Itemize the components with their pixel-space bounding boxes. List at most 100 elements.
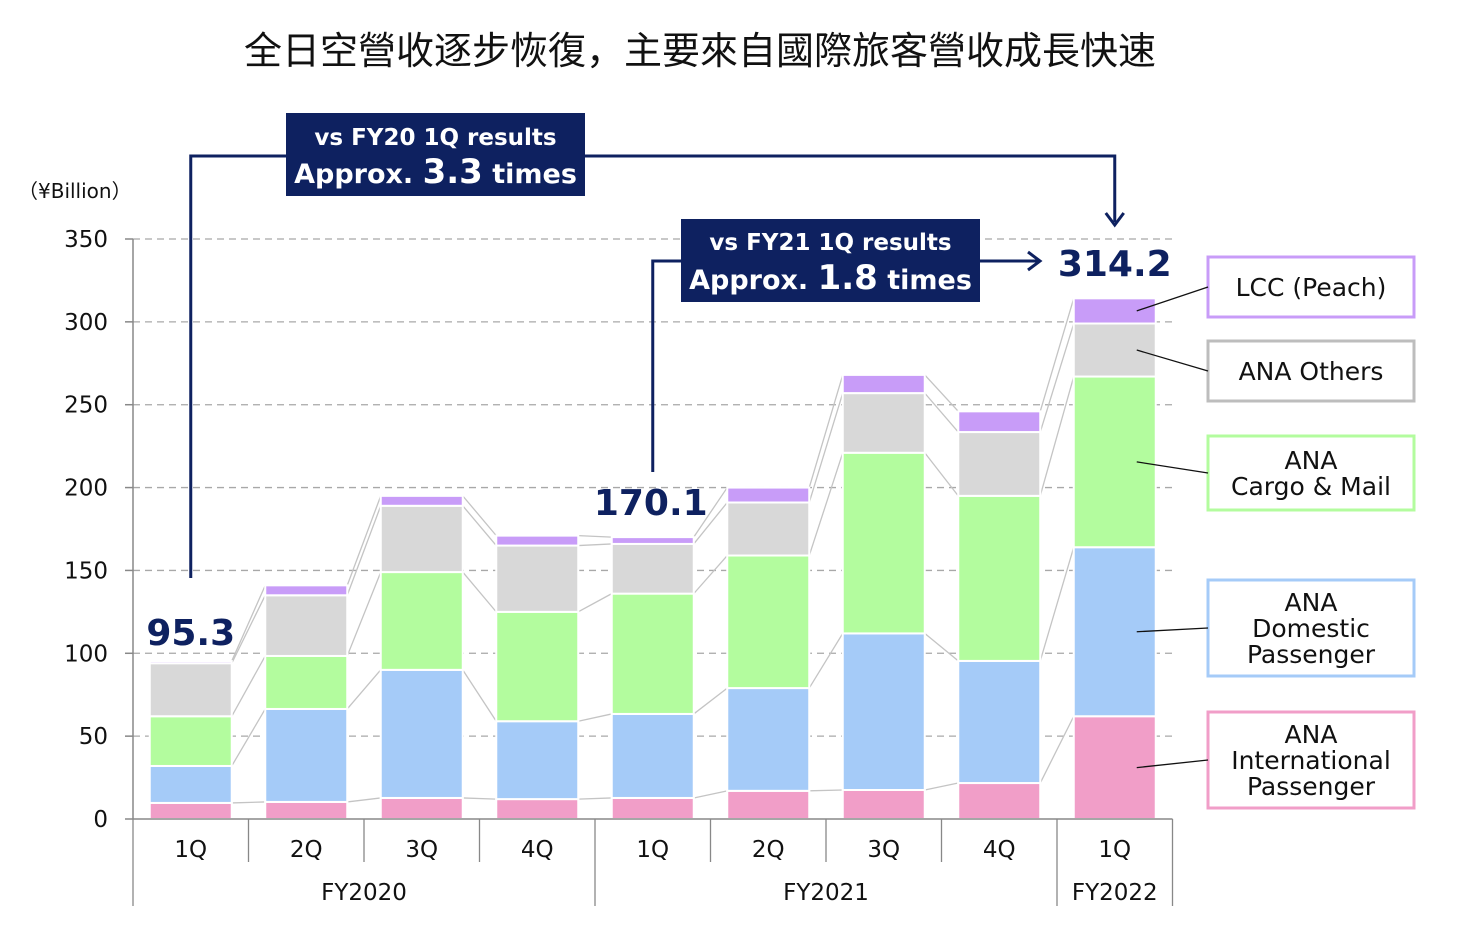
legend-box bbox=[1206, 710, 1416, 810]
connector-line bbox=[577, 593, 613, 613]
bar-segment-ana-others bbox=[148, 662, 233, 718]
y-tick-label: 150 bbox=[64, 558, 108, 584]
legend-label: Passenger bbox=[1247, 640, 1376, 669]
x-tick-label: 2Q bbox=[752, 837, 785, 863]
legend-label: LCC (Peach) bbox=[1236, 273, 1387, 302]
legend-label: Cargo & Mail bbox=[1231, 472, 1391, 501]
x-tick-label: 4Q bbox=[983, 837, 1016, 863]
bar-segment-ana-cargo-mail bbox=[148, 715, 233, 767]
bar-segment-ana-cargo-mail bbox=[957, 494, 1042, 662]
connector-line bbox=[693, 502, 728, 545]
comparison-text-part: 1.8 bbox=[818, 258, 878, 298]
legend-leader-line bbox=[1136, 349, 1209, 372]
bar-segment-ana-others bbox=[495, 544, 580, 613]
connector-line bbox=[1039, 323, 1075, 433]
legend-box bbox=[1206, 578, 1416, 678]
bar-segment-lcc-peach- bbox=[1072, 297, 1157, 325]
connector-line bbox=[808, 374, 844, 488]
comparison-arrow-line bbox=[189, 154, 1117, 578]
legend-leader-line bbox=[1136, 627, 1209, 633]
y-tick-label: 200 bbox=[64, 476, 108, 502]
x-group-label: FY2022 bbox=[1072, 880, 1158, 906]
connector-line bbox=[808, 452, 844, 556]
bar-segment-ana-international-passenger bbox=[957, 782, 1042, 820]
bar-segment-ana-cargo-mail bbox=[1072, 375, 1157, 549]
legend-box bbox=[1206, 434, 1416, 512]
x-tick-label: 1Q bbox=[636, 837, 669, 863]
connector-line bbox=[808, 392, 844, 503]
bar-segment-ana-domestic-passenger bbox=[957, 659, 1042, 785]
y-tick-label: 350 bbox=[64, 227, 108, 253]
bar-segment-ana-cargo-mail bbox=[610, 592, 695, 715]
comparison-box-value: Approx. 1.8 times bbox=[689, 258, 972, 298]
y-tick-label: 0 bbox=[93, 807, 108, 833]
bar-segment-lcc-peach- bbox=[148, 660, 233, 665]
bar-segment-ana-international-passenger bbox=[495, 798, 580, 820]
connector-line bbox=[346, 495, 382, 586]
x-group-label: FY2021 bbox=[783, 880, 869, 906]
bars bbox=[148, 297, 1157, 821]
bar-segment-lcc-peach- bbox=[610, 536, 695, 545]
connector-line bbox=[578, 797, 612, 800]
arrow-head-icon bbox=[1027, 250, 1043, 272]
legend-label: ANA bbox=[1285, 588, 1338, 617]
comparison-text-part: times bbox=[878, 265, 972, 296]
connector-line bbox=[231, 801, 266, 804]
connector-line bbox=[231, 585, 266, 662]
total-value-label: 314.2 bbox=[1058, 244, 1172, 285]
connector-line bbox=[346, 669, 382, 710]
bar-segment-ana-domestic-passenger bbox=[379, 668, 464, 799]
x-tick-label: 2Q bbox=[290, 837, 323, 863]
bar-segment-ana-international-passenger bbox=[610, 796, 695, 820]
legend-box bbox=[1206, 255, 1416, 319]
comparison-text-part: times bbox=[483, 159, 577, 190]
y-tick-label: 100 bbox=[64, 641, 108, 667]
bar-segment-lcc-peach- bbox=[841, 373, 926, 395]
bar-segment-lcc-peach- bbox=[726, 486, 811, 504]
bar-segment-ana-others bbox=[841, 392, 926, 454]
connector-line bbox=[924, 452, 959, 497]
bar-segment-ana-others bbox=[379, 504, 464, 574]
bar-segment-ana-domestic-passenger bbox=[841, 632, 926, 792]
x-tick-label: 4Q bbox=[521, 837, 554, 863]
connector-line bbox=[1039, 298, 1075, 412]
connector-line bbox=[231, 655, 266, 717]
legend-leader-line bbox=[1136, 461, 1209, 474]
x-tick-label: 3Q bbox=[405, 837, 438, 863]
connector-line bbox=[462, 797, 497, 800]
bar-segment-ana-cargo-mail bbox=[264, 654, 349, 710]
connector-line bbox=[462, 495, 497, 537]
comparison-text-part: Approx. bbox=[294, 159, 423, 190]
connector-line bbox=[809, 789, 843, 792]
bar-segment-ana-international-passenger bbox=[726, 789, 811, 820]
connector-line bbox=[693, 487, 728, 538]
connector-line bbox=[346, 505, 382, 596]
legend-label: ANA bbox=[1285, 446, 1338, 475]
bar-segment-lcc-peach- bbox=[495, 534, 580, 547]
y-tick-label: 250 bbox=[64, 393, 108, 419]
legend-label: ANA Others bbox=[1239, 357, 1384, 386]
bar-segment-lcc-peach- bbox=[379, 494, 464, 507]
connector-line bbox=[346, 571, 382, 657]
bar-segment-ana-cargo-mail bbox=[495, 610, 580, 723]
x-tick-label: 1Q bbox=[1098, 837, 1131, 863]
y-tick-label: 300 bbox=[64, 310, 108, 336]
total-value-label: 170.1 bbox=[594, 483, 708, 524]
legend-label: International bbox=[1231, 746, 1391, 775]
legend-item-ana-others: ANA Others bbox=[1136, 339, 1416, 403]
bar-segment-ana-others bbox=[264, 594, 349, 657]
bar-segment-ana-domestic-passenger bbox=[726, 687, 811, 792]
comparison-box-title: vs FY20 1Q results bbox=[314, 125, 556, 151]
connector-line bbox=[231, 594, 266, 664]
legend-label: Passenger bbox=[1247, 772, 1376, 801]
bar-segment-ana-domestic-passenger bbox=[610, 712, 695, 799]
comparison-text-part: 3.3 bbox=[423, 152, 483, 192]
bar-segment-ana-cargo-mail bbox=[379, 571, 464, 671]
connector-line bbox=[808, 633, 844, 689]
